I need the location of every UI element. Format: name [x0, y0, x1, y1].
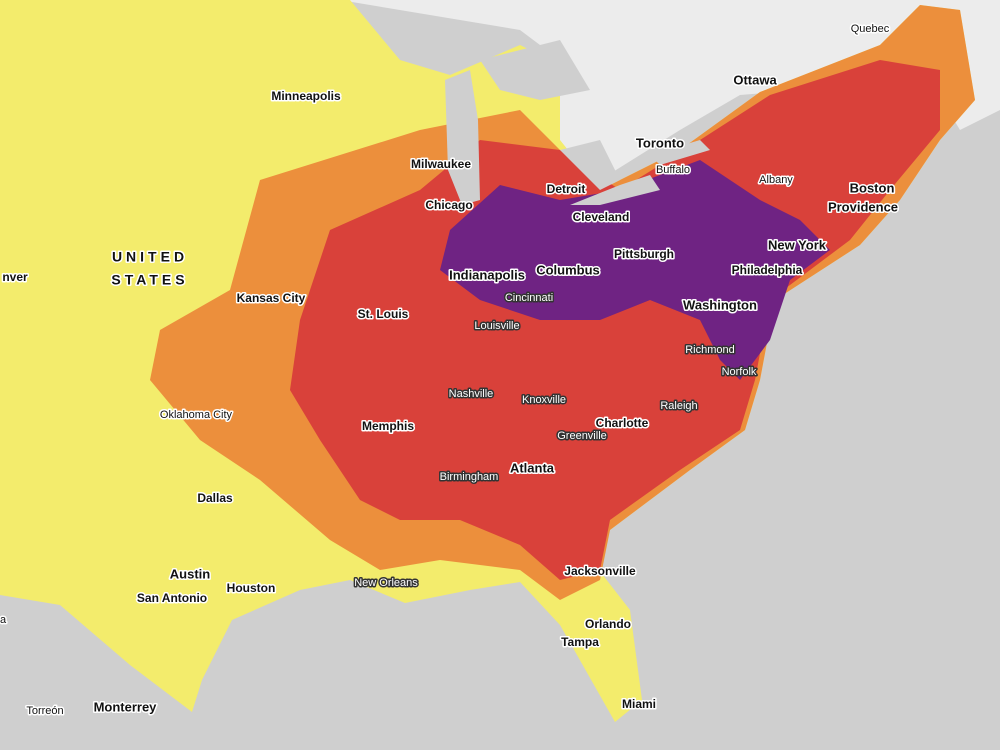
place-label: Torreón [26, 705, 63, 717]
place-label: Miami [622, 697, 656, 711]
place-label: Cincinnati [505, 292, 553, 304]
place-label: Dallas [197, 491, 233, 505]
place-label: Monterrey [94, 699, 158, 714]
lake-superior [480, 40, 590, 100]
place-label: Ottawa [733, 72, 777, 87]
labels: UNITED STATES Quebec Ottawa Toronto Buffalo… [0, 21, 900, 718]
place-label: Quebec [851, 23, 890, 35]
heat-purple [440, 160, 830, 380]
place-label: Columbus [536, 262, 600, 277]
place-label: Atlanta [510, 460, 555, 475]
place-label: Knoxville [522, 394, 566, 406]
place-label: St. Louis [358, 307, 409, 321]
country-label: UNITED [112, 249, 188, 265]
place-label: Minneapolis [271, 89, 341, 103]
place-label: Houston [227, 581, 276, 595]
place-label: Jacksonville [564, 564, 636, 578]
lake-ontario [650, 140, 710, 165]
place-label: Philadelphia [732, 263, 803, 277]
place-label: Kansas City [237, 291, 306, 305]
place-label: Tampa [561, 635, 599, 649]
place-label: Nashville [449, 388, 494, 400]
place-label: Austin [170, 566, 211, 581]
place-label: New Orleans [354, 577, 418, 589]
place-label: Albany [759, 174, 793, 186]
place-label: Buffalo [656, 164, 690, 176]
place-label: Indianapolis [449, 267, 525, 282]
country-label: STATES [111, 272, 188, 288]
place-label: Washington [683, 297, 757, 312]
place-label: Norfolk [722, 366, 757, 378]
place-label: Providence [828, 199, 898, 214]
canada-land [340, 0, 1000, 180]
lake-erie [570, 175, 660, 205]
place-label: Greenville [557, 430, 607, 442]
place-label: Louisville [474, 320, 519, 332]
place-label: Pittsburgh [614, 247, 674, 261]
place-label: New York [768, 237, 827, 252]
place-label: Milwaukee [411, 157, 471, 171]
lake-huron [560, 140, 620, 190]
place-label: Oklahoma City [160, 409, 233, 421]
place-label: a [0, 614, 7, 626]
place-label: Birmingham [440, 471, 499, 483]
place-label: San Antonio [137, 591, 207, 605]
place-label: Boston [850, 180, 895, 195]
place-label: Richmond [685, 344, 735, 356]
lake-michigan [445, 70, 480, 205]
place-label: Detroit [547, 182, 586, 196]
place-label: Orlando [585, 617, 631, 631]
heat-red [290, 60, 940, 580]
place-label: Charlotte [596, 416, 649, 430]
place-label: Chicago [425, 198, 472, 212]
place-label: Memphis [362, 419, 414, 433]
place-label: nver [2, 270, 28, 284]
place-label: Cleveland [573, 210, 630, 224]
place-label: Toronto [636, 135, 684, 150]
place-label: Raleigh [660, 400, 697, 412]
